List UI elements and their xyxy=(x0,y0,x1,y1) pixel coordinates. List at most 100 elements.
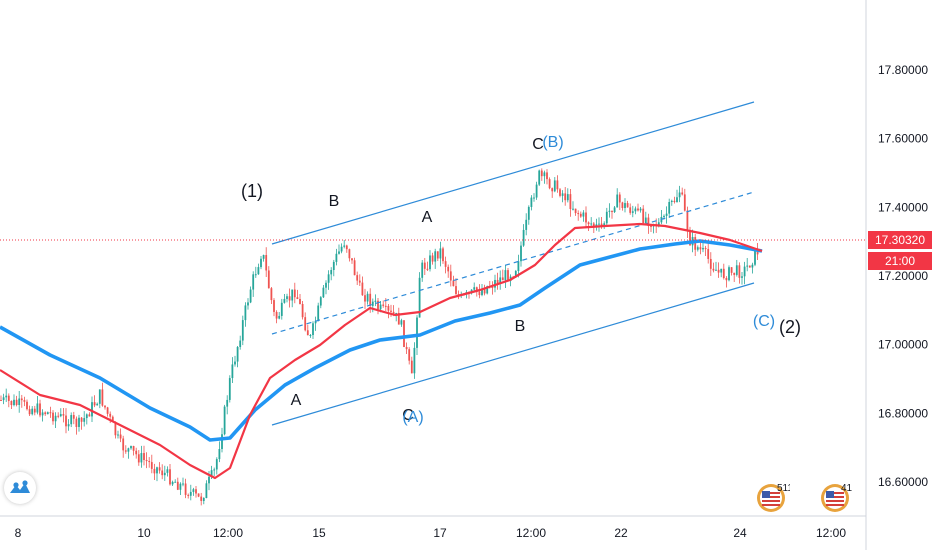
candle xyxy=(447,264,450,278)
candles-layer xyxy=(0,168,759,506)
candle xyxy=(46,411,49,415)
candle xyxy=(75,416,78,435)
candle xyxy=(7,393,10,408)
candle xyxy=(715,261,717,271)
channel-lower-line[interactable] xyxy=(271,282,755,426)
time-tick-label: 22 xyxy=(614,526,628,540)
candle xyxy=(681,187,684,196)
candle xyxy=(559,187,561,198)
candle xyxy=(717,262,720,278)
candle xyxy=(273,298,275,317)
candle xyxy=(218,441,221,463)
candle xyxy=(325,280,327,295)
candle xyxy=(5,388,8,403)
tradingview-logo[interactable] xyxy=(4,472,36,504)
candle xyxy=(41,409,44,422)
candle xyxy=(595,218,598,231)
channel-upper-line[interactable] xyxy=(271,101,755,245)
logo-icon xyxy=(10,480,30,493)
time-axis[interactable]: 8 10 12:00 15 17 12:00 22 24 12:00 xyxy=(15,526,847,540)
candle xyxy=(507,267,509,282)
candle xyxy=(163,465,166,481)
candle xyxy=(49,406,52,418)
ma-slow-line[interactable] xyxy=(0,239,763,442)
candle xyxy=(85,413,88,425)
candle xyxy=(496,272,499,290)
candle xyxy=(413,342,416,379)
candle xyxy=(754,248,756,267)
candle xyxy=(223,404,226,436)
time-tick-label: 8 xyxy=(15,526,22,540)
candle xyxy=(605,207,608,227)
candle xyxy=(192,487,195,496)
candle xyxy=(293,282,296,304)
candle xyxy=(213,467,216,477)
candle xyxy=(122,435,125,458)
economic-event-icon[interactable]: 511 xyxy=(756,480,793,514)
price-tick-label: 17.80000 xyxy=(878,63,928,77)
candle xyxy=(408,347,411,365)
candle xyxy=(215,457,218,475)
candle xyxy=(179,482,182,496)
candle xyxy=(546,169,548,185)
candle xyxy=(239,335,242,350)
candle xyxy=(306,324,309,336)
candle xyxy=(538,169,541,187)
candle xyxy=(665,206,668,224)
candle xyxy=(564,187,567,206)
candle xyxy=(205,480,208,499)
candle xyxy=(751,262,754,274)
candle xyxy=(696,245,699,252)
candle xyxy=(442,246,444,264)
candle xyxy=(54,412,57,428)
candle xyxy=(616,188,619,208)
candle xyxy=(176,477,179,491)
channel-lines xyxy=(271,101,755,426)
wave-label: (B) xyxy=(542,134,563,151)
candle xyxy=(491,281,494,295)
candle xyxy=(200,492,203,506)
candle xyxy=(327,270,330,290)
candle xyxy=(20,394,23,408)
candle xyxy=(650,225,652,233)
candle xyxy=(400,318,403,327)
candle xyxy=(231,357,234,384)
price-axis[interactable]: 17.80000 17.60000 17.40000 17.20000 17.00000… xyxy=(878,63,928,489)
candle xyxy=(174,479,177,483)
candle xyxy=(517,254,520,278)
candle xyxy=(405,342,408,355)
wave-label: (C) xyxy=(753,313,775,330)
candle xyxy=(722,263,725,280)
candle xyxy=(572,201,574,211)
us-flag-icon: 511 xyxy=(757,483,793,512)
candle xyxy=(319,296,322,309)
us-flag-icon: 41 xyxy=(821,483,853,512)
candle xyxy=(309,334,312,338)
candle xyxy=(351,258,353,264)
candle xyxy=(738,262,741,284)
candle xyxy=(299,294,301,305)
candle xyxy=(228,375,231,403)
candle xyxy=(252,271,255,297)
candle xyxy=(577,210,580,221)
economic-event-icon[interactable]: 41 xyxy=(820,480,854,514)
candle xyxy=(26,399,28,411)
wave-label: (1) xyxy=(241,181,263,201)
ma-fast-line[interactable] xyxy=(0,222,763,480)
channel-mid-line[interactable] xyxy=(271,191,755,335)
candle xyxy=(556,175,559,193)
candle xyxy=(410,356,413,374)
candle xyxy=(364,288,366,309)
candle xyxy=(296,289,299,300)
candle xyxy=(670,199,673,206)
candle xyxy=(267,266,270,289)
candle xyxy=(566,188,569,203)
candle xyxy=(382,300,385,308)
candle xyxy=(707,242,710,264)
candle xyxy=(101,382,104,407)
candle xyxy=(748,265,751,268)
candle xyxy=(683,188,686,212)
candle xyxy=(741,272,743,285)
candle xyxy=(543,170,546,184)
